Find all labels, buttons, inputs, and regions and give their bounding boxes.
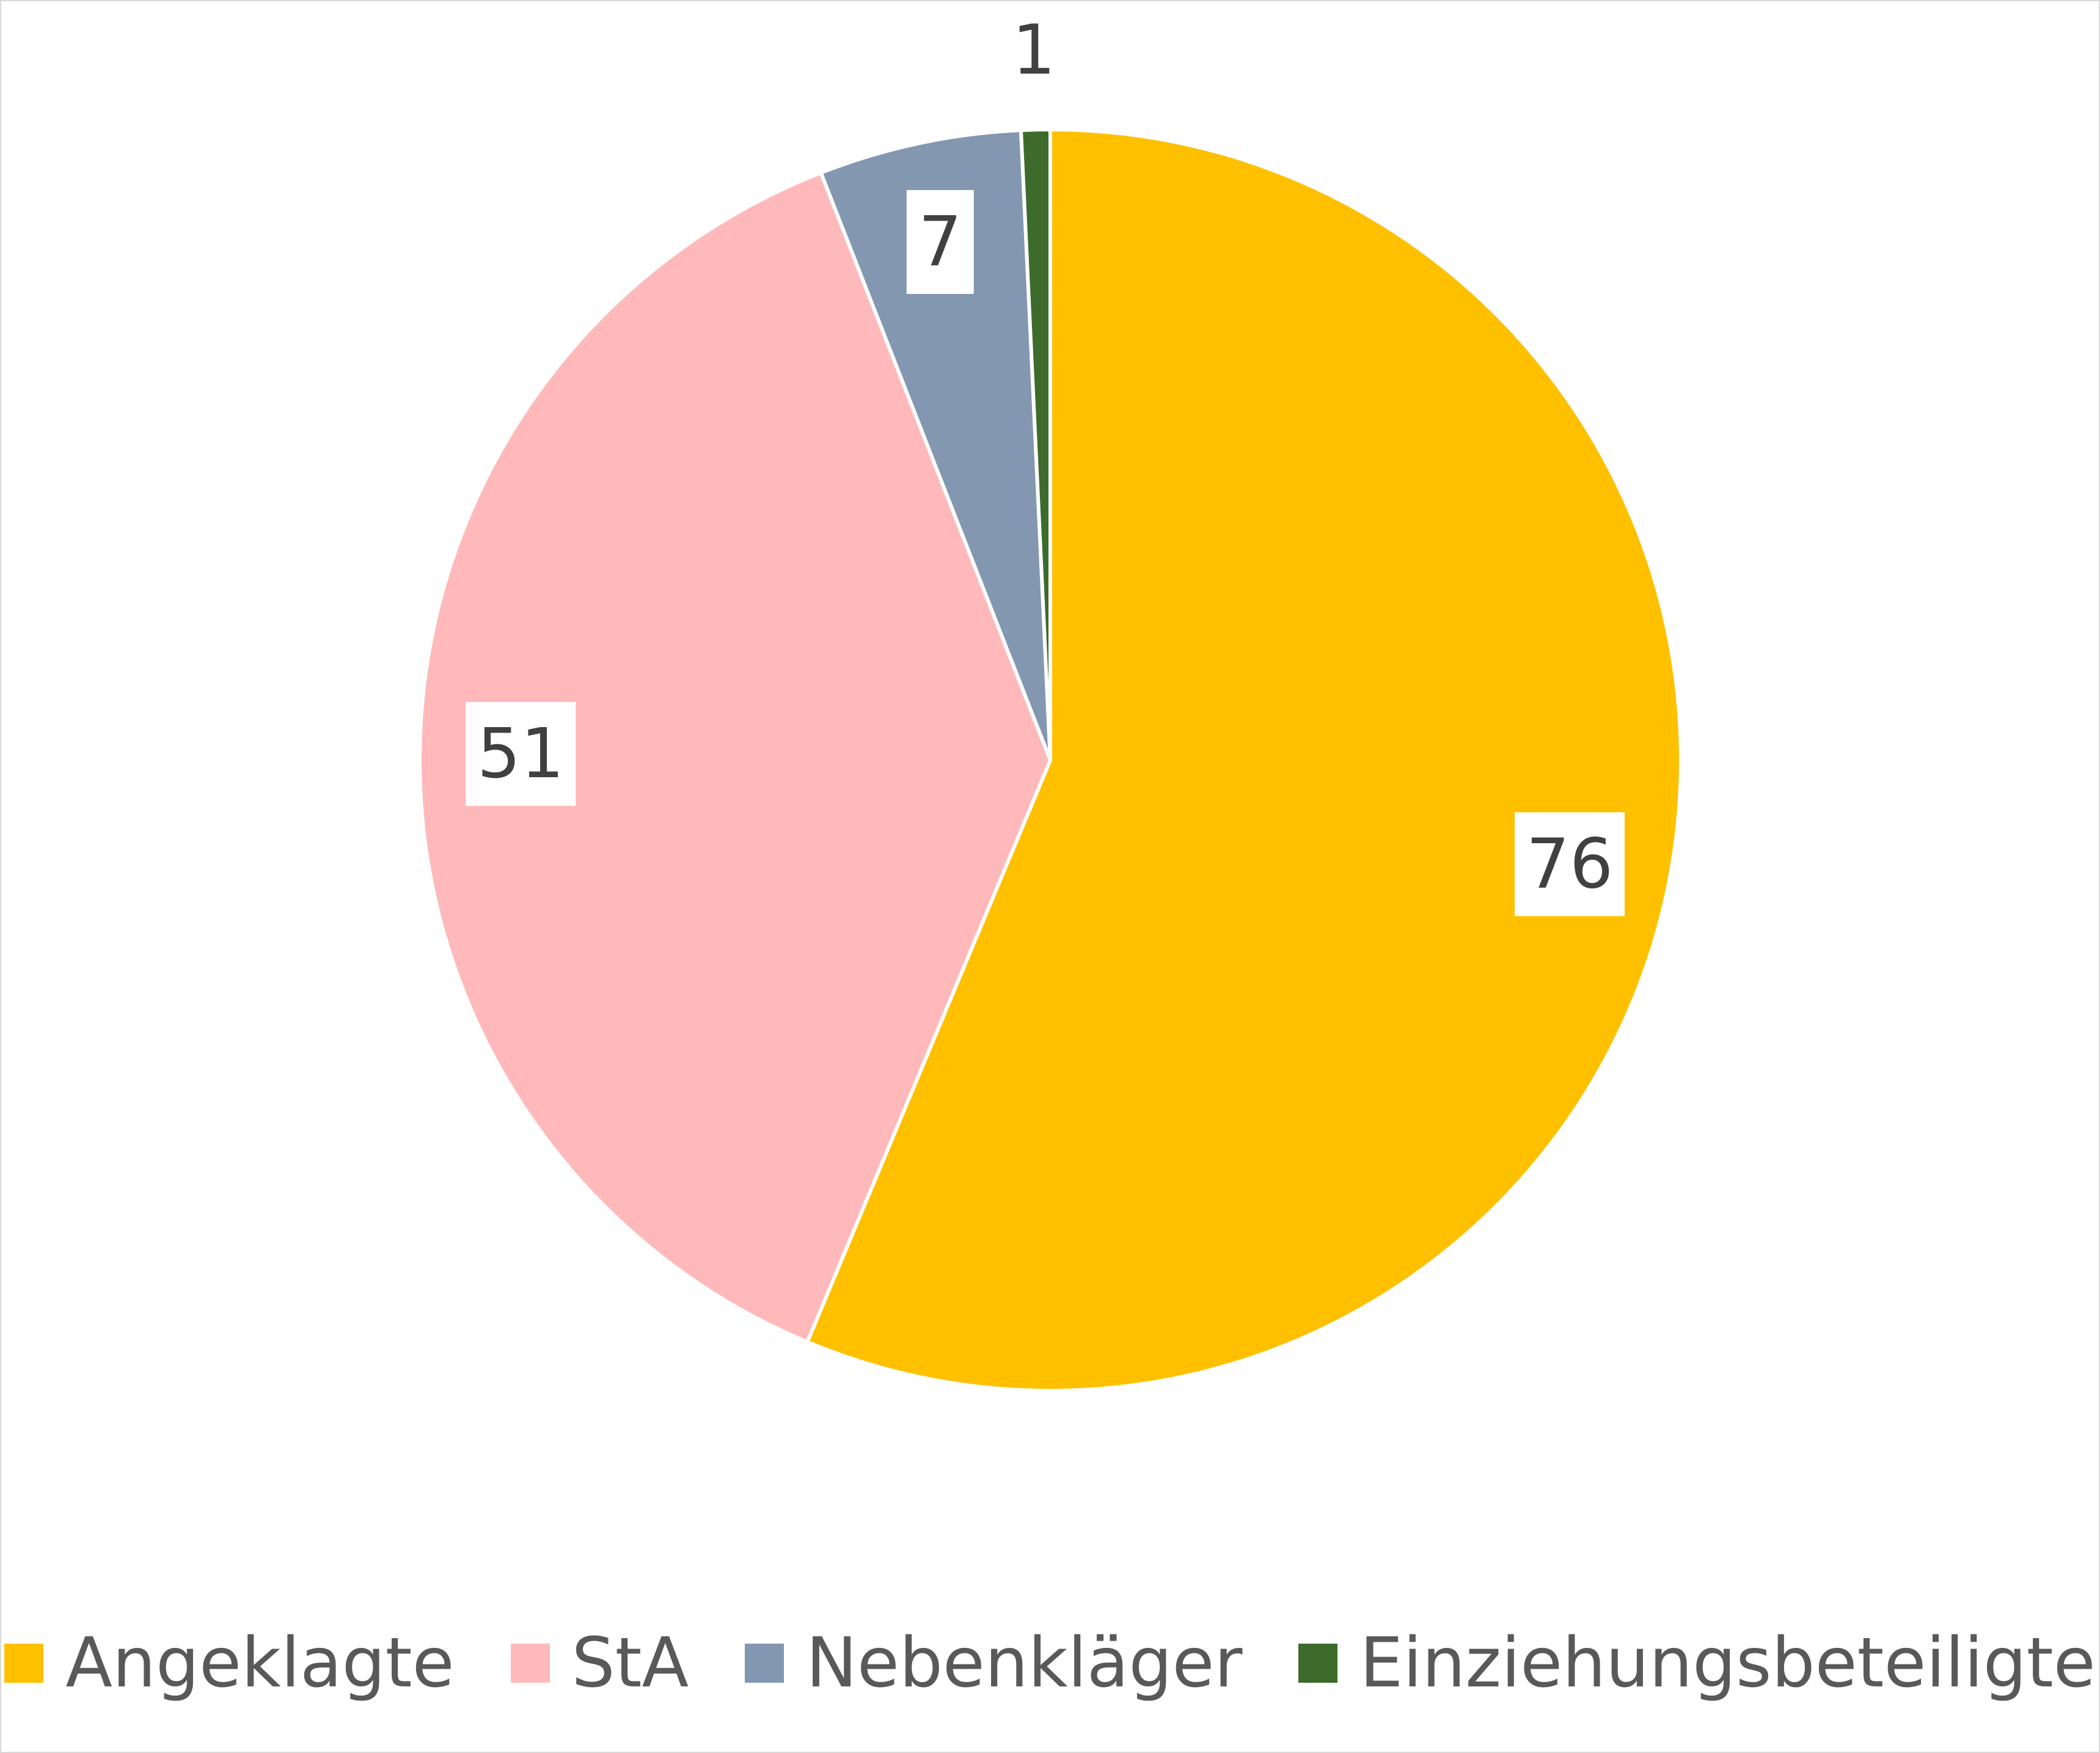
legend-swatch-icon xyxy=(4,1644,44,1683)
legend-item-einziehungsbeteiligte[interactable]: Einziehungsbeteiligte xyxy=(1298,1623,2096,1703)
data-label-box xyxy=(1514,812,1625,917)
legend-item-sta[interactable]: StA xyxy=(510,1623,689,1703)
legend-swatch-icon xyxy=(1298,1644,1338,1683)
legend-label: Angeklagte xyxy=(65,1623,455,1703)
data-label-sta: 51 xyxy=(477,714,565,794)
legend-swatch-icon xyxy=(745,1644,785,1683)
data-label-box xyxy=(906,190,974,295)
data-label-einziehungsbeteiligte: 1 xyxy=(1012,10,1055,90)
data-label-box xyxy=(466,701,576,806)
legend-swatch-icon xyxy=(510,1644,550,1683)
pie-slice-nebenkläger[interactable] xyxy=(819,128,1052,762)
legend-label: StA xyxy=(571,1623,689,1703)
legend-label: Einziehungsbeteiligte xyxy=(1359,1623,2096,1703)
pie-slice-sta[interactable] xyxy=(418,170,1052,1344)
pie-slice-angeklagte[interactable] xyxy=(805,128,1683,1393)
pie-slice-einziehungsbeteiligte[interactable] xyxy=(1019,128,1052,762)
data-labels: 76 51 7 1 xyxy=(466,10,1625,917)
legend-item-nebenklaeger[interactable]: Nebenkläger xyxy=(745,1623,1242,1703)
legend-label: Nebenkläger xyxy=(806,1623,1243,1703)
pie-slices xyxy=(418,128,1683,1393)
legend: Angeklagte StA Nebenkläger Einziehungsbe… xyxy=(1,1620,2099,1706)
data-label-nebenkläger: 7 xyxy=(918,202,962,282)
data-label-angeklagte: 76 xyxy=(1526,824,1614,904)
legend-item-angeklagte[interactable]: Angeklagte xyxy=(4,1623,455,1703)
